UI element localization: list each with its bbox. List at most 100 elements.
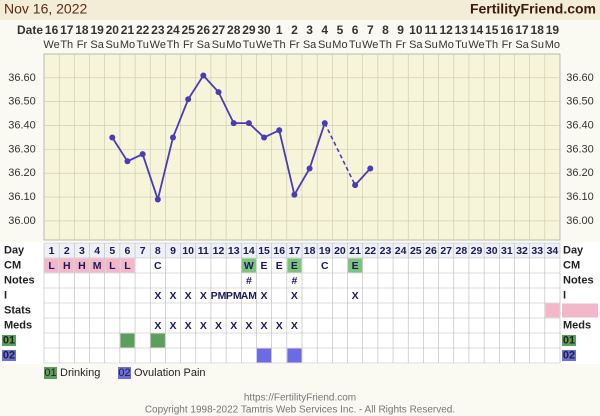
cm-cell-highlight xyxy=(105,258,120,273)
date-label: 30 xyxy=(257,23,271,37)
weekday-label: We xyxy=(468,39,484,51)
date-label: 2 xyxy=(291,23,298,37)
stats-cell-highlight xyxy=(545,303,560,318)
intercourse-cell: X xyxy=(352,290,359,302)
temperature-point xyxy=(367,165,374,172)
legend-key: 02 xyxy=(118,367,130,379)
day-cell: 8 xyxy=(155,245,161,257)
y-tick-label: 36.40 xyxy=(8,119,36,131)
day-cell: 24 xyxy=(395,245,407,257)
day-cell: 5 xyxy=(109,245,115,257)
date-label: 18 xyxy=(75,23,89,37)
weekday-label: We xyxy=(256,39,272,51)
day-cell: 15 xyxy=(258,245,270,257)
row-label: I xyxy=(4,289,7,301)
weekday-label: Sa xyxy=(303,39,317,51)
date-label: 20 xyxy=(106,23,120,37)
weekday-label: We xyxy=(150,39,166,51)
day-cell: 21 xyxy=(349,245,361,257)
day-cell: 7 xyxy=(140,245,146,257)
day-cell: 2 xyxy=(64,245,70,257)
date-label: 8 xyxy=(382,23,389,37)
row-label-right: CM xyxy=(563,259,580,271)
day-cell: 25 xyxy=(410,245,422,257)
date-label: 3 xyxy=(306,23,313,37)
date-label: 25 xyxy=(181,23,195,37)
weekday-label: Tu xyxy=(349,39,361,51)
y-tick-label-right: 36.50 xyxy=(566,96,594,108)
stats-edge-highlight xyxy=(562,303,598,318)
cm-cell-highlight xyxy=(44,258,59,273)
row-label-right: I xyxy=(563,289,566,301)
day-cell: 34 xyxy=(547,245,559,257)
weekday-label: Th xyxy=(273,39,286,51)
day-cell: 26 xyxy=(425,245,437,257)
weekday-label: Sa xyxy=(515,39,529,51)
day-cell: 4 xyxy=(94,245,100,257)
date-label: 17 xyxy=(60,23,74,37)
cm-cell-highlight xyxy=(241,258,256,273)
y-tick-label: 36.00 xyxy=(8,215,36,227)
cm-cell: H xyxy=(63,260,71,272)
cm-cell: L xyxy=(48,260,55,272)
weekday-label: Su xyxy=(424,39,437,51)
intercourse-cell: X xyxy=(154,290,161,302)
day-cell: 16 xyxy=(273,245,285,257)
legend-name: Drinking xyxy=(60,367,100,379)
date-label: 12 xyxy=(439,23,453,37)
custom-day-cell xyxy=(287,348,302,363)
footer-url[interactable]: https://FertilityFriend.com xyxy=(244,393,356,404)
date-label: 4 xyxy=(321,23,328,37)
y-tick-label: 36.20 xyxy=(8,167,36,179)
intercourse-cell: X xyxy=(200,290,207,302)
date-label: 18 xyxy=(531,23,545,37)
weekday-label: Tu xyxy=(455,39,467,51)
date-label: 10 xyxy=(409,23,423,37)
temperature-point xyxy=(291,191,298,198)
cm-cell: E xyxy=(352,260,359,272)
cm-cell: C xyxy=(154,260,162,272)
chart-date: Nov 16, 2022 xyxy=(4,1,87,17)
weekday-label: Tu xyxy=(136,39,148,51)
weekday-label: Fr xyxy=(502,39,513,51)
y-tick-label-right: 36.00 xyxy=(566,215,594,227)
intercourse-cell: PM xyxy=(211,290,227,302)
meds-cell: X xyxy=(200,320,207,332)
day-cell: 22 xyxy=(364,245,376,257)
date-label: 21 xyxy=(121,23,135,37)
cm-cell: M xyxy=(93,260,102,272)
weekday-label: Th xyxy=(60,39,73,51)
weekday-label: Th xyxy=(379,39,392,51)
row-label: Day xyxy=(4,244,25,256)
custom-day-cell xyxy=(120,333,135,348)
meds-cell: X xyxy=(154,320,161,332)
custom-day-cell xyxy=(150,333,165,348)
cm-cell: L xyxy=(124,260,131,272)
day-cell: 20 xyxy=(334,245,346,257)
row-label-right: Notes xyxy=(563,274,594,286)
date-label: 29 xyxy=(242,23,256,37)
cm-cell: E xyxy=(261,260,268,272)
meds-cell: X xyxy=(276,320,283,332)
day-cell: 19 xyxy=(319,245,331,257)
cm-cell-highlight xyxy=(348,258,363,273)
legend-key: 01 xyxy=(44,367,56,379)
day-cell: 32 xyxy=(516,245,528,257)
meds-cell: X xyxy=(291,320,298,332)
row-label-right: Day xyxy=(563,244,584,256)
cm-cell: E xyxy=(291,260,298,272)
y-tick-label-right: 36.30 xyxy=(566,143,594,155)
notes-cell: # xyxy=(291,275,297,287)
meds-cell: X xyxy=(169,320,176,332)
date-label: 9 xyxy=(397,23,404,37)
temperature-point xyxy=(200,72,207,79)
header-bar xyxy=(0,0,600,20)
custom-label-box-right xyxy=(562,350,576,361)
row-label: Notes xyxy=(4,274,35,286)
date-label: 11 xyxy=(425,23,438,37)
cm-cell-highlight xyxy=(74,258,90,273)
day-cell: 11 xyxy=(198,245,209,257)
weekday-label: Fr xyxy=(395,39,406,51)
custom-label-box xyxy=(2,335,16,346)
date-label: 24 xyxy=(166,23,180,37)
